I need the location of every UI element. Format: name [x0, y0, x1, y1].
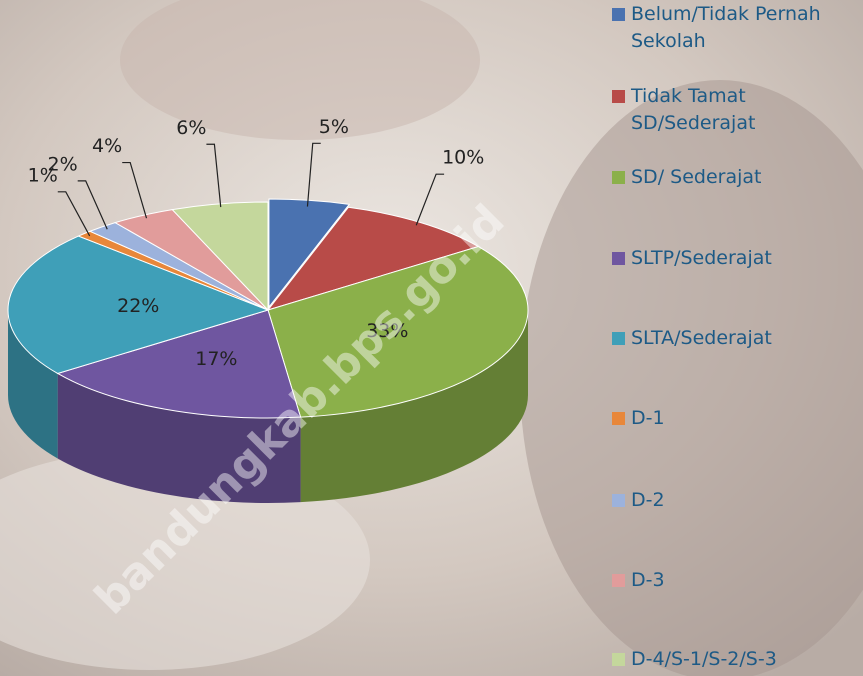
legend-label: D-4/S-1/S-2/S-3: [631, 646, 777, 673]
legend-label: SLTA/Sederajat: [631, 325, 772, 352]
legend-swatch: [612, 412, 625, 425]
data-label: 10%: [442, 147, 484, 169]
legend-swatch: [612, 8, 625, 21]
legend-label: D-2: [631, 487, 665, 514]
data-label: 22%: [117, 295, 159, 317]
data-label: 6%: [176, 117, 206, 139]
legend-label: Tidak Tamat SD/Sederajat: [631, 83, 857, 137]
legend-swatch: [612, 332, 625, 345]
legend-item: SLTA/Sederajat: [612, 325, 772, 352]
legend-swatch: [612, 171, 625, 184]
legend: Belum/Tidak Pernah Sekolah Tidak Tamat SD…: [612, 0, 857, 676]
page: 5%10%33%17%22%1%2%4%6% bandungkab.bps.go…: [0, 0, 863, 676]
legend-label: Belum/Tidak Pernah Sekolah: [631, 1, 857, 55]
legend-swatch: [612, 252, 625, 265]
legend-item: D-3: [612, 567, 665, 594]
legend-item: D-2: [612, 487, 665, 514]
data-label: 17%: [195, 348, 237, 370]
legend-label: SD/ Sederajat: [631, 164, 761, 191]
legend-item: D-4/S-1/S-2/S-3: [612, 646, 777, 673]
legend-item: Tidak Tamat SD/Sederajat: [612, 83, 857, 137]
legend-swatch: [612, 90, 625, 103]
legend-label: D-3: [631, 567, 665, 594]
data-label: 4%: [92, 135, 122, 157]
legend-swatch: [612, 574, 625, 587]
data-label: 2%: [48, 153, 78, 175]
legend-swatch: [612, 494, 625, 507]
legend-swatch: [612, 653, 625, 666]
legend-label: D-1: [631, 405, 665, 432]
legend-item: SD/ Sederajat: [612, 164, 761, 191]
legend-item: D-1: [612, 405, 665, 432]
legend-item: Belum/Tidak Pernah Sekolah: [612, 1, 857, 55]
data-label: 5%: [319, 116, 349, 138]
legend-label: SLTP/Sederajat: [631, 245, 772, 272]
legend-item: SLTP/Sederajat: [612, 245, 772, 272]
